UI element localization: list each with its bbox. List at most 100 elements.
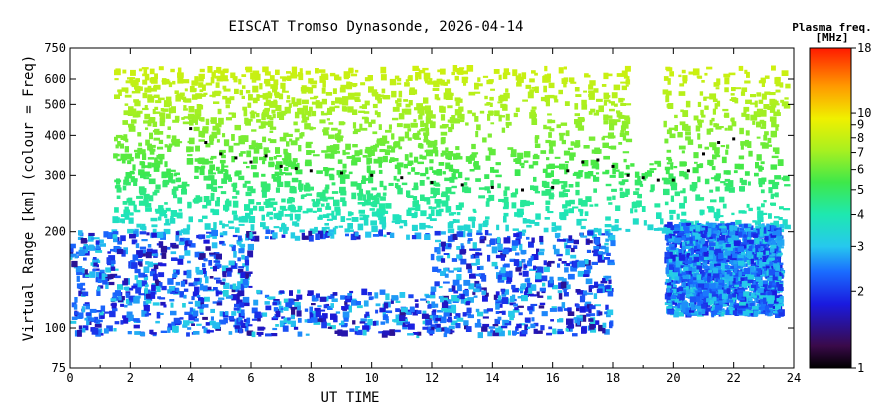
echo-pixel: [210, 119, 217, 122]
echo-pixel: [196, 166, 202, 170]
echo-pixel: [394, 183, 399, 188]
echo-pixel: [269, 156, 274, 161]
echo-pixel: [443, 299, 450, 303]
echo-pixel: [547, 73, 551, 79]
echo-pixel: [602, 322, 607, 328]
echo-pixel: [434, 281, 440, 287]
echo-pixel: [171, 257, 178, 261]
echo-pixel: [530, 255, 534, 261]
echo-pixel: [195, 93, 203, 99]
echo-pixel: [507, 147, 514, 150]
echo-pixel: [124, 304, 128, 308]
echo-pixel: [73, 304, 78, 310]
echo-pixel: [466, 65, 474, 72]
echo-pixel: [210, 196, 215, 201]
echo-pixel: [205, 276, 209, 284]
echo-pixel: [496, 311, 503, 314]
echo-pixel: [170, 310, 177, 316]
echo-pixel: [263, 109, 268, 114]
echo-pixel: [575, 181, 580, 188]
echo-pixel: [649, 168, 657, 171]
echo-pixel: [469, 169, 475, 172]
echo-pixel: [688, 250, 694, 253]
echo-pixel: [340, 320, 345, 325]
echo-pixel: [419, 154, 423, 160]
echo-pixel: [653, 228, 660, 231]
echo-pixel: [433, 188, 440, 195]
echo-pixel: [104, 311, 110, 314]
echo-pixel: [290, 206, 296, 213]
echo-pixel: [717, 273, 723, 278]
echo-pixel: [143, 275, 149, 281]
echo-pixel: [425, 167, 429, 175]
echo-pixel: [426, 140, 431, 145]
echo-pixel: [649, 189, 654, 193]
echo-pixel: [716, 78, 721, 85]
echo-pixel: [325, 226, 330, 230]
echo-pixel: [639, 183, 644, 187]
echo-pixel: [244, 259, 250, 266]
echo-pixel: [480, 265, 484, 270]
echo-pixel: [494, 318, 500, 324]
echo-pixel: [187, 140, 194, 144]
echo-pixel: [269, 130, 274, 133]
echo-pixel: [375, 93, 381, 100]
echo-pixel: [413, 182, 419, 190]
echo-pixel: [236, 239, 241, 244]
echo-pixel: [495, 298, 499, 305]
echo-pixel: [241, 74, 247, 77]
echo-pixel: [125, 153, 133, 160]
echo-pixel: [630, 208, 634, 214]
echo-pixel: [232, 76, 236, 80]
echo-pixel: [221, 223, 225, 229]
echo-pixel: [483, 309, 489, 314]
echo-pixel: [137, 132, 142, 137]
echo-pixel: [100, 243, 106, 247]
echo-pixel: [198, 73, 205, 79]
echo-pixel: [256, 331, 264, 335]
echo-pixel: [588, 94, 593, 98]
echo-pixel: [695, 194, 701, 201]
echo-pixel: [210, 192, 215, 197]
echo-pixel: [305, 70, 311, 75]
echo-pixel: [248, 216, 256, 223]
echo-pixel: [512, 228, 519, 231]
echo-pixel: [383, 185, 387, 191]
echo-pixel: [389, 329, 395, 336]
echo-pixel: [313, 154, 320, 157]
echo-pixel: [297, 331, 303, 337]
echo-pixel: [105, 282, 109, 289]
echo-pixel: [674, 224, 680, 228]
echo-pixel: [713, 212, 721, 219]
echo-pixel: [114, 290, 121, 297]
echo-pixel: [202, 126, 209, 131]
echo-pixel: [356, 305, 363, 309]
echo-pixel: [199, 68, 205, 73]
echo-pixel: [190, 120, 194, 123]
echo-pixel: [680, 289, 687, 295]
echo-pixel: [199, 94, 207, 97]
echo-pixel: [252, 156, 258, 164]
echo-pixel: [680, 190, 686, 194]
echo-pixel: [202, 326, 206, 329]
echo-pixel: [765, 228, 770, 236]
echo-pixel: [404, 321, 410, 324]
echo-pixel: [782, 219, 788, 226]
echo-pixel: [445, 195, 450, 201]
echo-pixel: [679, 83, 685, 87]
echo-pixel: [625, 117, 631, 125]
echo-pixel: [380, 196, 386, 201]
echo-pixel: [236, 293, 240, 300]
echo-pixel: [167, 146, 172, 152]
echo-pixel: [676, 213, 680, 220]
echo-pixel: [124, 103, 129, 106]
echo-pixel: [95, 240, 100, 245]
echo-pixel: [710, 231, 716, 239]
echo-pixel: [129, 287, 134, 291]
echo-pixel: [219, 319, 226, 325]
echo-pixel: [711, 165, 716, 171]
echo-pixel: [228, 331, 233, 335]
echo-pixel: [762, 212, 768, 215]
echo-pixel: [322, 80, 326, 88]
echo-pixel: [581, 160, 589, 167]
